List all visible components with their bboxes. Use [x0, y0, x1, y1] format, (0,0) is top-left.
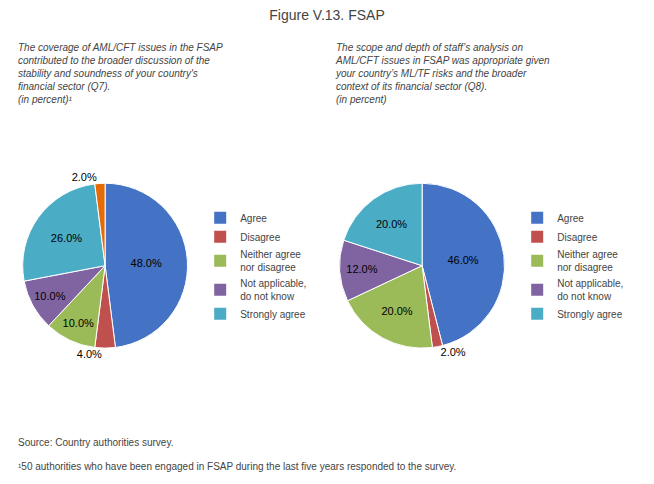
svg-text:Source: Country authorities su: Source: Country authorities survey. — [18, 437, 173, 448]
svg-text:48.0%: 48.0% — [131, 257, 162, 269]
svg-text:Figure V.13. FSAP: Figure V.13. FSAP — [269, 7, 384, 23]
svg-text:20.0%: 20.0% — [376, 218, 407, 230]
svg-text:The coverage of AML/CFT issues: The coverage of AML/CFT issues in the FS… — [18, 42, 223, 105]
svg-text:10.0%: 10.0% — [63, 317, 94, 329]
svg-text:Agree: Agree — [240, 213, 267, 224]
svg-text:The scope and depth of staff’s: The scope and depth of staff’s analysis … — [335, 42, 550, 105]
svg-text:Disagree: Disagree — [557, 232, 597, 243]
svg-text:¹50 authorities who have been: ¹50 authorities who have been engaged in… — [18, 461, 456, 472]
svg-text:10.0%: 10.0% — [34, 290, 65, 302]
svg-text:Not applicable,do not know: Not applicable,do not know — [240, 278, 306, 302]
svg-text:Strongly agree: Strongly agree — [557, 309, 622, 320]
svg-text:Strongly agree: Strongly agree — [240, 309, 305, 320]
svg-text:Neither agreenor disagree: Neither agreenor disagree — [240, 249, 301, 273]
svg-text:46.0%: 46.0% — [447, 254, 478, 266]
svg-text:26.0%: 26.0% — [51, 232, 82, 244]
svg-text:20.0%: 20.0% — [381, 305, 412, 317]
svg-text:2.0%: 2.0% — [441, 346, 466, 358]
svg-text:2.0%: 2.0% — [72, 171, 97, 183]
svg-text:Disagree: Disagree — [240, 232, 280, 243]
svg-text:Agree: Agree — [557, 213, 584, 224]
svg-text:12.0%: 12.0% — [346, 263, 377, 275]
svg-text:Neither agreenor disagree: Neither agreenor disagree — [557, 249, 618, 273]
svg-text:4.0%: 4.0% — [77, 348, 102, 360]
svg-text:Not applicable,do not know: Not applicable,do not know — [557, 278, 623, 302]
